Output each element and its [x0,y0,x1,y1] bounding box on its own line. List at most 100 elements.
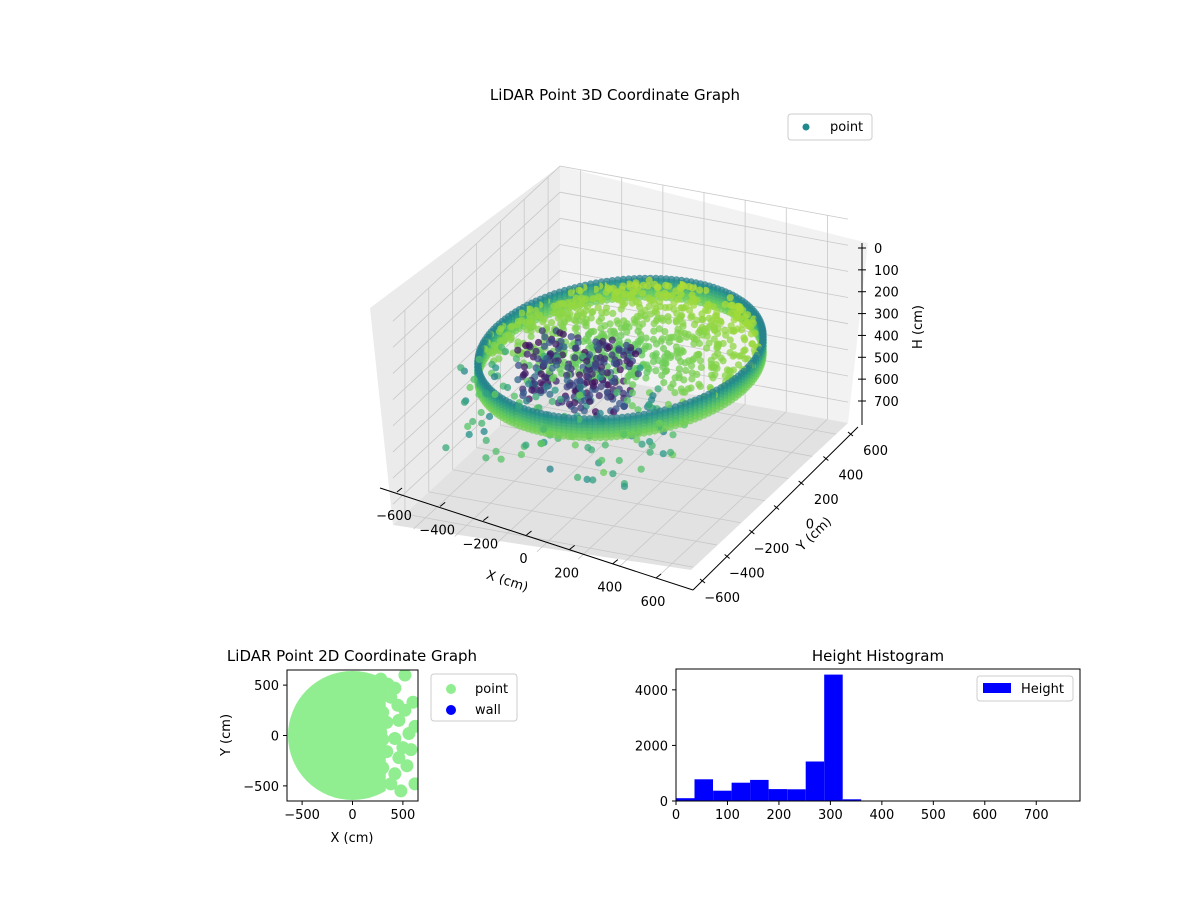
data-point [408,777,418,791]
data-point [582,322,590,330]
data-point [539,425,548,433]
x-axis-label-3d: X (cm) [484,568,530,596]
hist-bars [676,674,862,801]
data-point [739,320,747,328]
data-point [609,470,617,478]
data-point [519,389,528,397]
data-point [699,316,707,324]
grid-line [392,244,561,400]
data-point [710,335,718,343]
data-point [633,436,641,444]
legend-3d: point [787,113,873,141]
data-point [501,348,510,356]
data-point [575,286,583,294]
data-point [392,751,406,765]
legend-hist: Height [976,675,1074,702]
data-point [556,395,565,403]
data-point [747,330,756,338]
data-point [586,391,594,400]
data-point [721,372,729,380]
data-point [665,338,673,346]
y-tick-label: 0 [660,795,668,810]
data-point [679,348,687,356]
data-point [620,351,628,359]
data-point [729,366,738,374]
data-point [667,383,675,392]
data-point [658,371,666,379]
data-point [637,465,645,473]
x-tick-label: 0 [348,808,356,823]
x-tick-label: 0 [672,808,680,823]
data-point [548,374,557,383]
data-point [480,427,488,436]
data-point [604,393,612,401]
hist-bar [768,789,788,801]
data-point [523,397,531,405]
data-point [376,733,390,747]
x-axis-label-2d: X (cm) [331,831,374,846]
data-point [504,383,512,392]
data-point [571,325,579,333]
data-point [376,705,390,719]
data-point [629,431,637,439]
data-point [628,293,636,301]
data-point [688,375,696,383]
data-point [518,309,526,317]
data-point [646,448,654,456]
data-point [612,360,620,368]
x-tick-label: 100 [715,808,740,823]
data-point [726,294,734,302]
z-tick-label: 500 [874,351,899,366]
data-point [738,326,746,334]
data-point [540,360,548,368]
data-point [670,299,678,307]
data-point [580,407,588,415]
data-point [613,433,621,441]
data-point [551,386,559,394]
data-point [695,339,704,348]
data-point [442,444,450,452]
data-point [631,350,640,358]
x-tick [612,559,619,565]
data-point [492,364,500,372]
data-point [674,354,682,362]
data-point [388,732,402,746]
x-tick-label: 0 [519,552,527,567]
data-point [617,331,625,339]
x-tick-label: 600 [641,595,666,610]
data-point [475,355,483,363]
data-point [380,745,394,759]
legend-2d-label-point: point [475,682,508,697]
z-tick-label: 300 [874,308,899,323]
legend-3d-box [787,113,873,141]
x-tick [526,530,532,536]
ticks-2d: −500 −500 0 0 500 500 [243,679,415,823]
grid-line [660,418,828,575]
x-tick-label: −200 [462,538,498,553]
data-point [696,286,704,294]
data-point [660,293,668,301]
data-point [492,447,500,455]
data-point [682,366,690,375]
data-point [729,342,737,350]
data-point [540,342,549,350]
data-point [727,302,735,310]
data-point [664,317,673,325]
chart-hist: Height Histogram 0 100 200 300 400 500 600 7000… [635,647,1081,823]
data-point [672,287,680,295]
x-tick-label: 500 [390,808,415,823]
data-point [636,364,644,372]
data-point [578,298,586,306]
grid-line [452,469,741,524]
data-point [576,383,584,391]
legend-hist-box [976,675,1074,702]
y-tick-label: −400 [729,567,765,582]
data-point [616,366,624,374]
data-point [527,332,535,341]
data-point [538,440,546,448]
grid-line [428,491,717,546]
data-point [713,344,721,352]
data-point [564,363,572,371]
hist-bar [694,779,713,801]
data-point [741,313,749,321]
